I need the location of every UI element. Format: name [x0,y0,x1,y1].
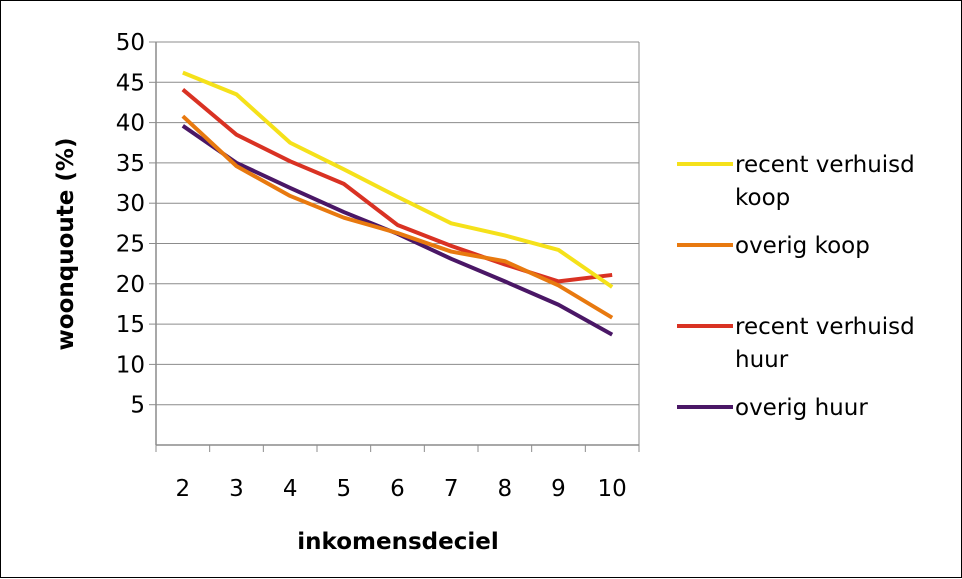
legend-label: recent verhuisd [735,314,915,340]
y-tick-label: 10 [116,352,145,378]
series-line [181,114,614,320]
x-tick-label: 8 [498,476,513,502]
legend-label: huur [735,347,789,373]
y-tick-label: 35 [116,151,145,177]
y-tick-label: 50 [116,30,145,56]
x-tick-label: 9 [551,476,566,502]
y-tick-label: 20 [116,272,145,298]
legend-label: koop [735,185,790,211]
x-tick-label: 5 [337,476,352,502]
y-tick-label: 5 [130,393,145,419]
legend-label: overig huur [735,395,868,421]
legend-label: recent verhuisd [735,152,915,178]
y-axis-title: woonquoute (%) [53,138,79,351]
series-line [182,70,614,289]
y-tick-label: 40 [116,111,145,137]
x-tick-label: 4 [283,476,298,502]
series-line [181,124,614,337]
x-tick-label: 6 [390,476,405,502]
x-tick-label: 7 [444,476,459,502]
x-tick-label: 3 [229,476,244,502]
x-tick-label: 2 [176,476,191,502]
y-tick-label: 15 [116,312,145,338]
legend-label: overig koop [735,233,870,259]
y-tick-label: 45 [116,70,145,96]
x-tick-label: 10 [598,476,627,502]
x-axis-title: inkomensdeciel [297,529,498,555]
y-tick-label: 25 [116,232,145,258]
series-line [181,88,613,284]
y-tick-label: 30 [116,191,145,217]
